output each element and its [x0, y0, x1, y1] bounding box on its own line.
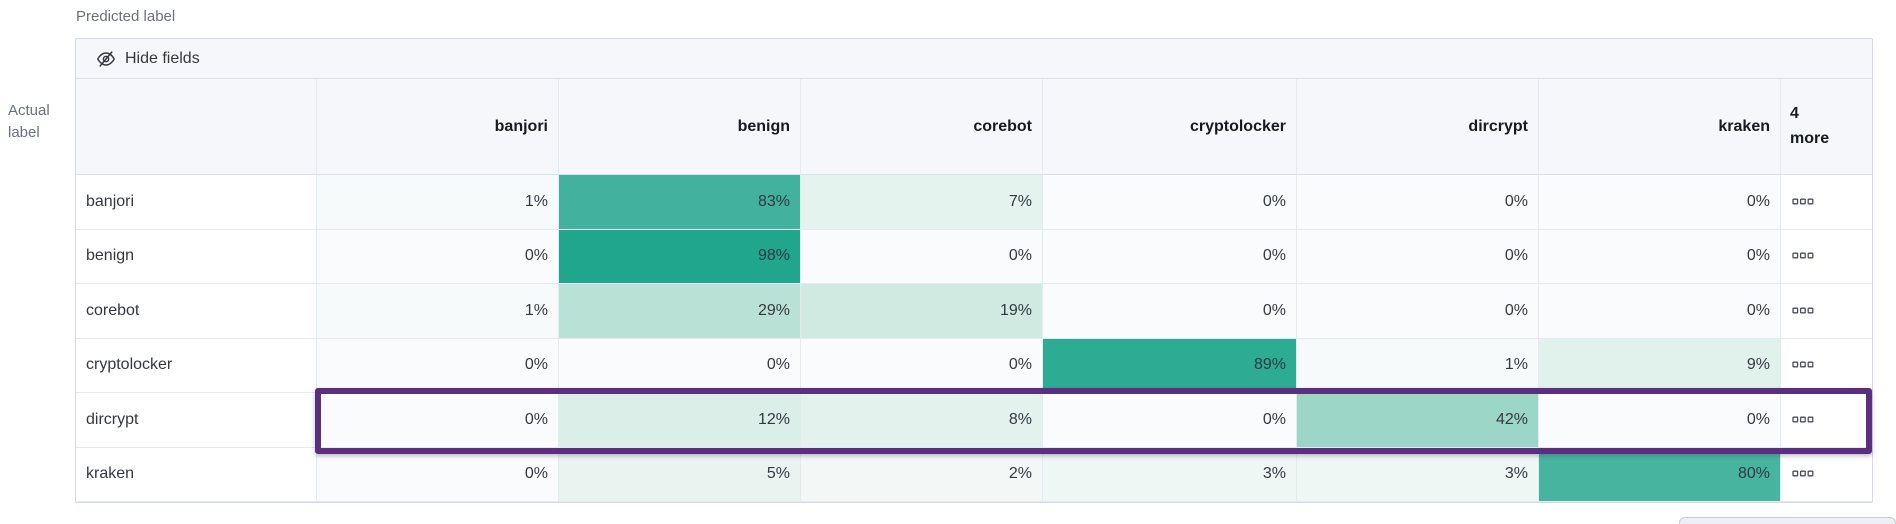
row-label-corebot[interactable]: corebot — [76, 284, 317, 339]
predicted-axis-label: Predicted label — [76, 8, 176, 25]
actual-axis-label-line2: label — [8, 123, 40, 141]
cell-banjori-cryptolocker[interactable]: 0% — [1043, 175, 1297, 230]
cell-cryptolocker-cryptolocker[interactable]: 89% — [1043, 338, 1297, 393]
cell-benign-dircrypt[interactable]: 0% — [1297, 229, 1539, 284]
eye-slash-icon — [96, 49, 116, 69]
cell-corebot-corebot[interactable]: 19% — [801, 284, 1043, 339]
more-values-cell-cryptolocker[interactable] — [1781, 338, 1872, 393]
boxes-horizontal-icon — [1792, 247, 1814, 265]
cell-kraken-corebot[interactable]: 2% — [801, 447, 1043, 502]
hide-fields-button[interactable]: Hide fields — [76, 39, 1872, 79]
actual-axis-label-line1: Actual — [8, 102, 50, 119]
more-columns-word: more — [1790, 129, 1830, 147]
cell-benign-kraken[interactable]: 0% — [1539, 229, 1781, 284]
cell-corebot-dircrypt[interactable]: 0% — [1297, 284, 1539, 339]
more-values-cell-benign[interactable] — [1781, 229, 1872, 284]
boxes-horizontal-icon — [1792, 302, 1814, 320]
boxes-horizontal-icon — [1792, 411, 1814, 429]
cell-cryptolocker-dircrypt[interactable]: 1% — [1297, 338, 1539, 393]
confusion-matrix-grid: banjori benign corebot cryptolocker dircrypt… — [76, 79, 1872, 502]
cell-dircrypt-cryptolocker[interactable]: 0% — [1043, 393, 1297, 448]
cell-kraken-cryptolocker[interactable]: 3% — [1043, 447, 1297, 502]
cell-benign-cryptolocker[interactable]: 0% — [1043, 229, 1297, 284]
cell-corebot-cryptolocker[interactable]: 0% — [1043, 284, 1297, 339]
column-header-dircrypt[interactable]: dircrypt — [1297, 79, 1539, 175]
horizontal-scrollbar-thumb[interactable] — [1679, 517, 1896, 524]
header-corner-cell — [76, 79, 317, 175]
confusion-matrix-table: Hide fields banjori benign corebot cryptolo… — [75, 38, 1873, 503]
cell-kraken-dircrypt[interactable]: 3% — [1297, 447, 1539, 502]
more-values-cell-banjori[interactable] — [1781, 175, 1872, 230]
more-values-cell-dircrypt[interactable] — [1781, 393, 1872, 448]
cell-corebot-banjori[interactable]: 1% — [317, 284, 559, 339]
cell-dircrypt-dircrypt[interactable]: 42% — [1297, 393, 1539, 448]
cell-banjori-corebot[interactable]: 7% — [801, 175, 1043, 230]
more-columns-count: 4 — [1790, 104, 1799, 122]
cell-corebot-benign[interactable]: 29% — [559, 284, 801, 339]
cell-cryptolocker-kraken[interactable]: 9% — [1539, 338, 1781, 393]
cell-banjori-banjori[interactable]: 1% — [317, 175, 559, 230]
cell-cryptolocker-benign[interactable]: 0% — [559, 338, 801, 393]
column-header-more[interactable]: 4 more — [1781, 79, 1872, 175]
actual-axis-label: Actual label — [8, 100, 50, 144]
cell-benign-banjori[interactable]: 0% — [317, 229, 559, 284]
column-header-cryptolocker[interactable]: cryptolocker — [1043, 79, 1297, 175]
row-label-kraken[interactable]: kraken — [76, 447, 317, 502]
cell-kraken-banjori[interactable]: 0% — [317, 447, 559, 502]
column-header-banjori[interactable]: banjori — [317, 79, 559, 175]
column-header-corebot[interactable]: corebot — [801, 79, 1043, 175]
more-values-cell-kraken[interactable] — [1781, 447, 1872, 502]
cell-corebot-kraken[interactable]: 0% — [1539, 284, 1781, 339]
cell-dircrypt-corebot[interactable]: 8% — [801, 393, 1043, 448]
cell-kraken-kraken[interactable]: 80% — [1539, 447, 1781, 502]
cell-banjori-kraken[interactable]: 0% — [1539, 175, 1781, 230]
boxes-horizontal-icon — [1792, 465, 1814, 483]
cell-cryptolocker-banjori[interactable]: 0% — [317, 338, 559, 393]
column-header-benign[interactable]: benign — [559, 79, 801, 175]
cell-dircrypt-banjori[interactable]: 0% — [317, 393, 559, 448]
column-header-kraken[interactable]: kraken — [1539, 79, 1781, 175]
row-label-benign[interactable]: benign — [76, 229, 317, 284]
boxes-horizontal-icon — [1792, 193, 1814, 211]
hide-fields-label: Hide fields — [125, 49, 200, 67]
boxes-horizontal-icon — [1792, 356, 1814, 374]
cell-kraken-benign[interactable]: 5% — [559, 447, 801, 502]
cell-banjori-benign[interactable]: 83% — [559, 175, 801, 230]
cell-benign-corebot[interactable]: 0% — [801, 229, 1043, 284]
cell-dircrypt-benign[interactable]: 12% — [559, 393, 801, 448]
more-values-cell-corebot[interactable] — [1781, 284, 1872, 339]
cell-benign-benign[interactable]: 98% — [559, 229, 801, 284]
row-label-dircrypt[interactable]: dircrypt — [76, 393, 317, 448]
cell-banjori-dircrypt[interactable]: 0% — [1297, 175, 1539, 230]
row-label-cryptolocker[interactable]: cryptolocker — [76, 338, 317, 393]
cell-cryptolocker-corebot[interactable]: 0% — [801, 338, 1043, 393]
row-label-banjori[interactable]: banjori — [76, 175, 317, 230]
cell-dircrypt-kraken[interactable]: 0% — [1539, 393, 1781, 448]
